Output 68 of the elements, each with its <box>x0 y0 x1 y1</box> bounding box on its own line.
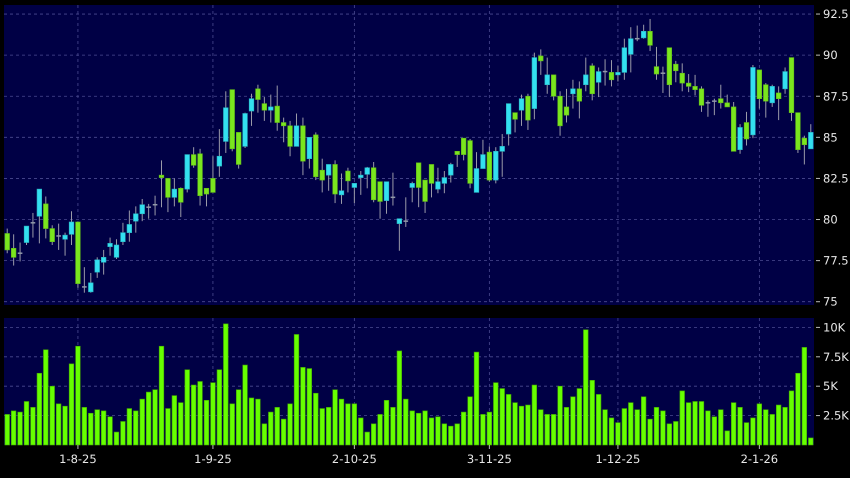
x-tick-label: 1-12-25 <box>595 452 640 466</box>
candlestick <box>146 203 152 220</box>
candlestick <box>808 124 814 150</box>
y-tick-label: 7.5K <box>823 350 850 364</box>
candlestick <box>634 25 640 42</box>
candlestick <box>544 57 550 94</box>
candlestick <box>525 93 531 130</box>
candlestick <box>248 93 254 126</box>
y-tick-label: 87.5 <box>823 89 849 104</box>
candlestick <box>448 162 454 184</box>
candlestick <box>744 111 750 146</box>
y-tick-label: 5K <box>823 379 838 394</box>
candlestick <box>770 84 775 108</box>
candlestick <box>570 79 576 110</box>
candlestick <box>782 66 788 94</box>
candlestick <box>152 195 158 216</box>
candlestick <box>512 112 518 133</box>
y-tick-label: 90 <box>823 48 838 62</box>
candlestick <box>647 18 653 52</box>
candlestick <box>776 86 782 121</box>
candlestick <box>165 178 171 213</box>
candlestick <box>576 80 582 119</box>
x-tick-label: 1-9-25 <box>194 452 232 466</box>
candlestick <box>641 24 646 40</box>
x-tick-label: 2-10-25 <box>332 452 377 466</box>
candlestick <box>711 98 718 116</box>
candlestick <box>294 112 300 147</box>
candlestick <box>660 66 666 94</box>
y-tick-label: 85 <box>823 130 838 144</box>
y-tick-label: 92.5 <box>823 7 849 22</box>
y-tick-label: 2.5K <box>823 408 850 423</box>
candlestick <box>358 170 364 196</box>
candlestick <box>178 186 184 218</box>
x-tick-label: 1-8-25 <box>59 452 97 466</box>
candlestick <box>518 94 524 126</box>
candlestick <box>538 48 544 76</box>
candlestick <box>704 100 711 118</box>
candlestick <box>56 223 62 250</box>
candlestick <box>268 94 274 124</box>
y-tick-label: 77.5 <box>823 254 849 268</box>
candlestick <box>326 164 332 192</box>
candlestick <box>364 166 370 189</box>
y-tick-label: 80 <box>823 212 838 227</box>
candlestick <box>306 136 312 170</box>
candlestick <box>172 178 177 207</box>
candlestick <box>345 167 351 193</box>
candlestick <box>81 266 88 294</box>
y-tick-label: 10K <box>823 320 846 334</box>
candlestick <box>583 57 588 92</box>
candlestick <box>602 58 608 86</box>
candlestick <box>352 182 357 204</box>
candlestick <box>17 242 24 262</box>
candlestick <box>262 96 267 122</box>
candlestick <box>255 84 261 114</box>
candlestick <box>410 181 415 203</box>
y-tick-label: 75 <box>823 294 838 309</box>
candlestick <box>338 172 344 204</box>
y-tick-label: 82.5 <box>823 171 849 186</box>
candlestick <box>216 128 222 178</box>
candlestick <box>24 226 30 246</box>
x-tick-label: 2-1-26 <box>740 452 778 466</box>
candlestick <box>390 172 396 206</box>
candlestick <box>30 212 36 238</box>
candlestick <box>158 160 164 208</box>
candlestick <box>402 196 409 228</box>
x-tick-label: 3-11-25 <box>466 452 512 466</box>
candlestick <box>68 210 74 246</box>
candlestick <box>737 124 743 154</box>
